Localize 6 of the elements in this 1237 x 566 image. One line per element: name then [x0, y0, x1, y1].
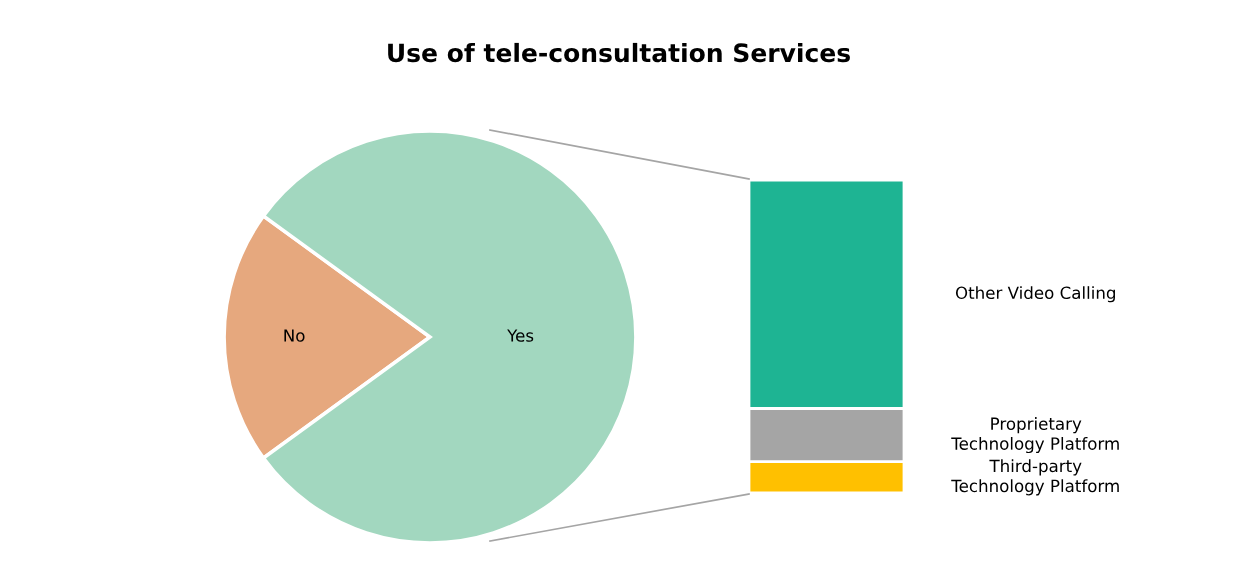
text: Proprietary Technology Platform	[951, 417, 1119, 454]
text: Other Video Calling	[955, 286, 1115, 303]
text: Third-party Technology Platform	[951, 459, 1119, 496]
chart-title: Use of tele-consultation Services	[388, 42, 850, 63]
slice-label: Yes	[507, 329, 534, 342]
slice-label: No	[284, 329, 305, 342]
